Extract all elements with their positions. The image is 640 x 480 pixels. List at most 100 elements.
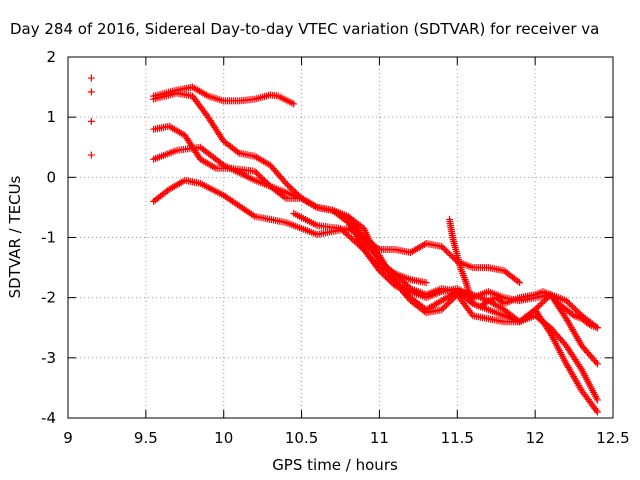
data-point xyxy=(252,169,260,177)
data-point xyxy=(87,74,95,82)
data-point xyxy=(442,301,450,309)
data-point xyxy=(218,160,226,168)
data-point xyxy=(256,172,264,180)
data-point xyxy=(444,300,452,308)
data-point xyxy=(87,151,95,159)
y-tick-label: -2 xyxy=(41,289,56,307)
data-point xyxy=(534,303,542,311)
data-point xyxy=(577,364,585,372)
data-points xyxy=(87,74,601,416)
data-point xyxy=(593,408,601,416)
data-point xyxy=(380,271,388,279)
series-s5 xyxy=(150,83,298,108)
data-point xyxy=(565,300,573,308)
data-point xyxy=(561,313,569,321)
data-point xyxy=(234,148,242,156)
data-point xyxy=(593,396,601,404)
y-tick-label: 2 xyxy=(46,48,56,66)
y-tick-label: 0 xyxy=(46,168,56,186)
data-point xyxy=(438,306,446,314)
data-point xyxy=(439,304,447,312)
data-point xyxy=(444,249,452,257)
x-axis-label: GPS time / hours xyxy=(272,456,398,474)
data-point xyxy=(282,179,290,187)
data-point xyxy=(284,181,292,189)
data-point xyxy=(593,324,601,332)
data-point xyxy=(403,282,411,290)
series-s2 xyxy=(87,88,95,96)
data-point xyxy=(385,276,393,284)
data-point xyxy=(254,170,262,178)
data-point xyxy=(569,311,577,319)
data-point xyxy=(439,244,447,252)
plot-frame xyxy=(67,56,614,419)
y-tick-label: 1 xyxy=(46,108,56,126)
data-point xyxy=(377,268,385,276)
data-point xyxy=(593,360,601,368)
data-point xyxy=(402,280,410,288)
data-point xyxy=(382,273,390,281)
data-point xyxy=(447,297,455,305)
data-point xyxy=(564,298,572,306)
data-point xyxy=(562,297,570,305)
data-point xyxy=(389,280,397,288)
data-point xyxy=(405,295,413,303)
data-point xyxy=(311,202,319,210)
data-point xyxy=(514,277,522,285)
y-tick-label: -1 xyxy=(41,229,56,247)
chart-title: Day 284 of 2016, Sidereal Day-to-day VTE… xyxy=(10,20,599,38)
grid xyxy=(68,57,613,418)
data-point xyxy=(584,320,592,328)
data-point xyxy=(447,252,455,260)
data-point xyxy=(394,273,402,281)
data-point xyxy=(483,298,491,306)
x-tick-label: 11.5 xyxy=(441,429,474,447)
data-point xyxy=(441,303,449,311)
data-point xyxy=(393,271,401,279)
series-s11 xyxy=(329,206,601,404)
data-point xyxy=(281,178,289,186)
data-point xyxy=(569,303,577,311)
x-tick-label: 9.5 xyxy=(134,429,158,447)
data-point xyxy=(391,270,399,278)
data-point xyxy=(290,100,298,108)
data-point xyxy=(516,279,524,287)
data-point xyxy=(441,246,449,254)
data-point xyxy=(542,295,550,303)
data-point xyxy=(249,211,257,219)
data-point xyxy=(383,274,391,282)
data-point xyxy=(422,279,430,287)
data-point xyxy=(399,277,407,285)
y-tick-label: -3 xyxy=(41,349,56,367)
data-point xyxy=(388,279,396,287)
x-tick-label: 11 xyxy=(370,429,389,447)
data-point xyxy=(449,295,457,303)
data-point xyxy=(87,117,95,125)
data-point xyxy=(446,298,453,306)
data-point xyxy=(545,322,553,330)
data-point xyxy=(450,255,458,263)
series-s3 xyxy=(87,117,95,125)
data-point xyxy=(572,306,580,314)
x-tick-label: 12.5 xyxy=(596,429,629,447)
data-point xyxy=(570,304,578,312)
data-point xyxy=(573,307,581,315)
data-point xyxy=(442,247,450,255)
data-point xyxy=(592,358,600,366)
data-point xyxy=(536,301,544,309)
x-tick-label: 10.5 xyxy=(285,429,318,447)
series-s1 xyxy=(87,74,95,82)
x-tick-label: 10 xyxy=(214,429,233,447)
series-s4 xyxy=(87,151,95,159)
data-point xyxy=(446,250,453,258)
data-point xyxy=(285,182,293,190)
series-s12 xyxy=(446,215,601,332)
data-point xyxy=(251,167,259,175)
y-axis-label: SDTVAR / TECUs xyxy=(6,175,24,298)
data-point xyxy=(400,279,408,287)
x-tick-label: 12 xyxy=(526,429,545,447)
x-tick-label: 9 xyxy=(63,429,73,447)
data-point xyxy=(567,301,575,309)
data-point xyxy=(379,270,387,278)
